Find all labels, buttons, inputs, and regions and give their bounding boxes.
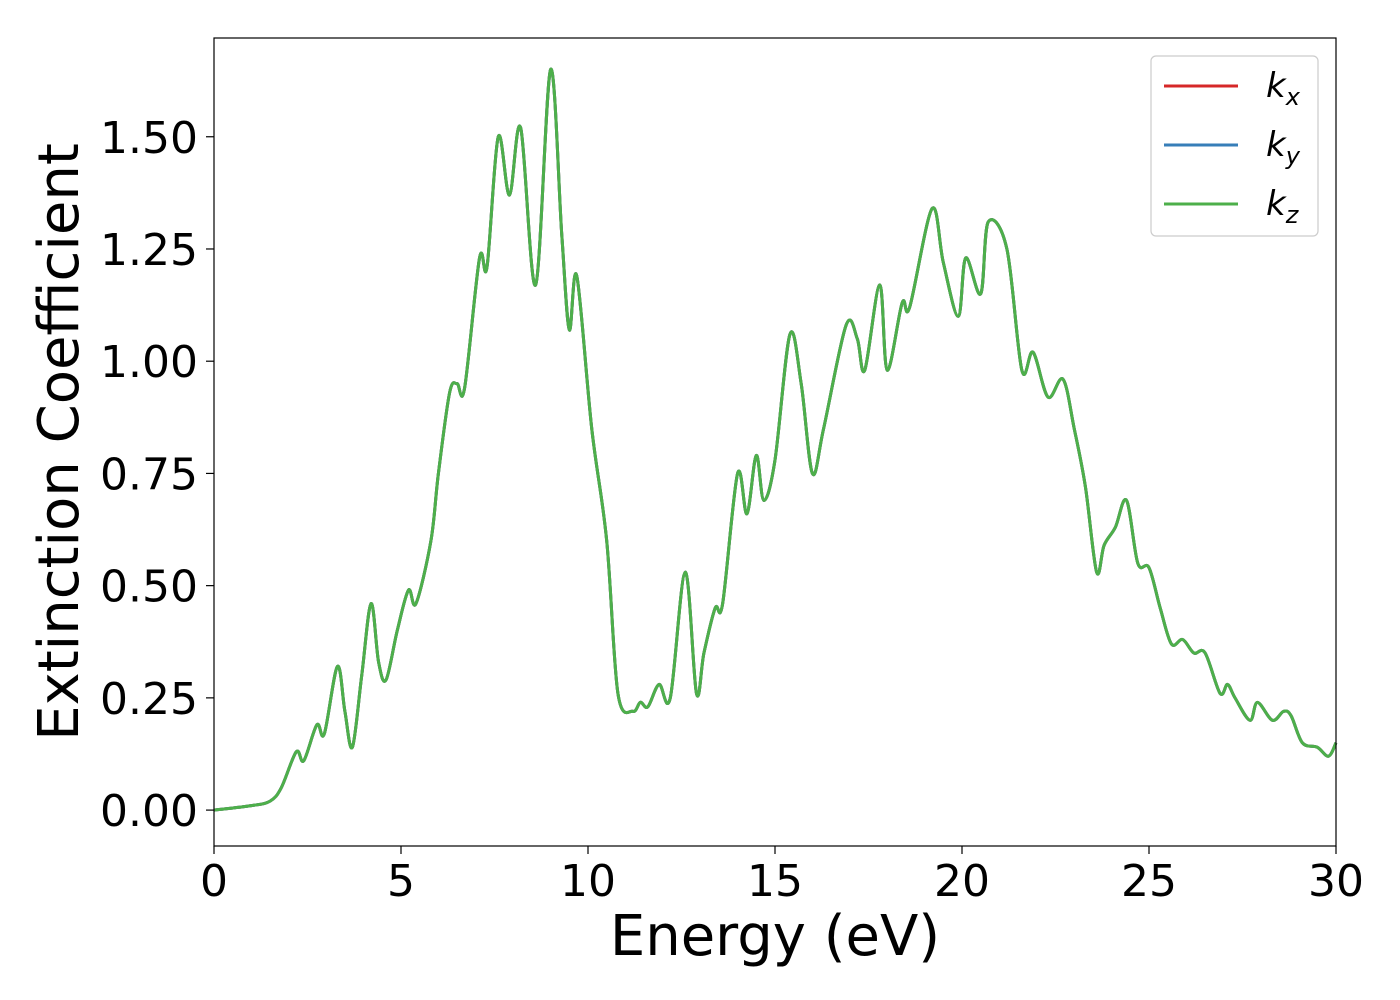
y-tick-label: 1.00 bbox=[100, 337, 198, 388]
x-tick-label: 20 bbox=[934, 856, 990, 907]
y-tick-label: 0.50 bbox=[100, 562, 198, 613]
y-tick-label: 1.25 bbox=[100, 225, 198, 276]
x-tick-label: 15 bbox=[747, 856, 803, 907]
y-tick-label: 0.75 bbox=[100, 449, 198, 500]
x-tick-label: 25 bbox=[1121, 856, 1177, 907]
x-tick-label: 10 bbox=[560, 856, 616, 907]
x-axis-label: Energy (eV) bbox=[610, 904, 940, 969]
y-tick-label: 0.25 bbox=[100, 674, 198, 725]
x-tick-label: 30 bbox=[1308, 856, 1364, 907]
x-axis-ticks: 0 5 10 15 20 25 30 bbox=[200, 846, 1364, 907]
y-tick-label: 0.00 bbox=[100, 786, 198, 837]
series-layer bbox=[213, 67, 1338, 812]
y-tick-label: 1.50 bbox=[100, 113, 198, 164]
y-axis-ticks: 0.00 0.25 0.50 0.75 1.00 1.25 1.50 bbox=[100, 113, 214, 837]
legend-label-x: kx bbox=[1266, 66, 1301, 111]
y-axis-label: Extinction Coefficient bbox=[27, 143, 92, 741]
legend-label-z: kz bbox=[1266, 184, 1300, 229]
legend-label-y: ky bbox=[1266, 125, 1301, 170]
x-tick-label: 5 bbox=[387, 856, 415, 907]
series-line-z bbox=[213, 67, 1338, 812]
legend: kx ky kz bbox=[1150, 55, 1319, 237]
x-tick-label: 0 bbox=[200, 856, 228, 907]
